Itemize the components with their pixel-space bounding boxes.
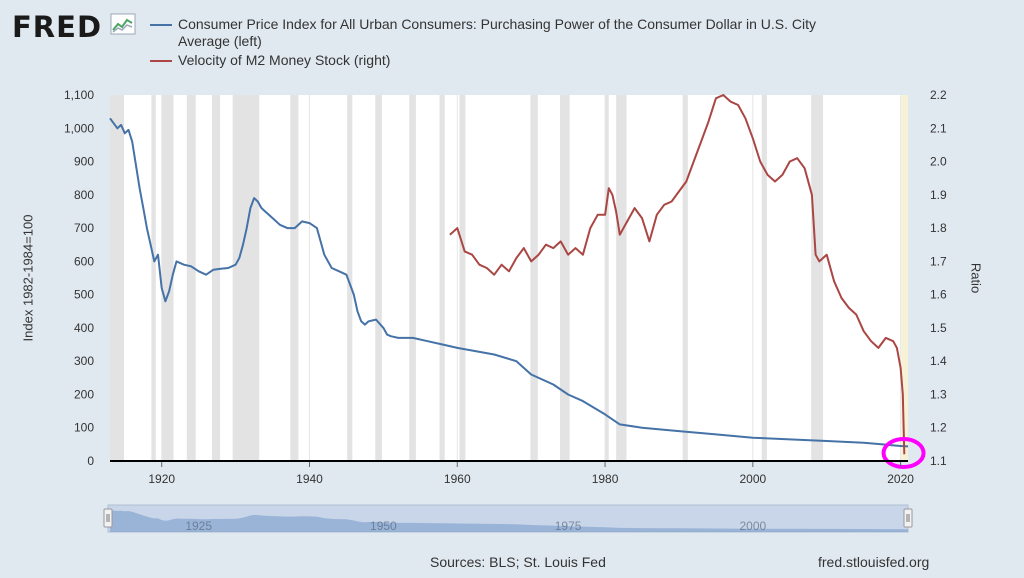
series-lines — [109, 94, 926, 469]
highlight-circle — [881, 437, 926, 469]
axes: 1920 1940 1960 1980 2000 2020 0 100 200 300 400 500… — [64, 88, 947, 486]
site-credit-link[interactable]: fred.stlouisfed.org — [818, 554, 930, 570]
recession-band — [409, 95, 416, 461]
y-tick-label-right: 2.2 — [930, 88, 947, 102]
recession-band — [439, 95, 445, 461]
legend-item-cpi[interactable]: Consumer Price Index for All Urban Consu… — [150, 16, 870, 50]
recession-band — [459, 95, 466, 461]
recession-band — [682, 95, 688, 461]
y-tick-label-right: 2.0 — [930, 155, 947, 169]
recession-bands — [110, 95, 908, 461]
fred-graph-icon — [110, 13, 136, 35]
x-tick-label: 2020 — [887, 472, 914, 486]
y-tick-label-left: 100 — [74, 421, 94, 435]
range-navigator: 1925 1950 1975 2000 — [103, 504, 913, 533]
recession-band — [375, 95, 382, 461]
y-tick-label-left: 200 — [74, 387, 94, 401]
y-tick-label-left: 300 — [74, 354, 94, 368]
grid-lines — [161, 95, 902, 461]
y-tick-label-right: 1.3 — [930, 387, 947, 401]
y-tick-label-left: 1,000 — [64, 121, 94, 135]
y-tick-label-left: 1,100 — [64, 88, 94, 102]
y-tick-label-left: 500 — [74, 288, 94, 302]
navigator-label: 1975 — [555, 519, 582, 533]
sources-note: Sources: BLS; St. Louis Fed — [430, 554, 606, 570]
recession-band — [347, 95, 353, 461]
recession-band — [605, 95, 609, 461]
recession-band — [290, 95, 299, 461]
x-tick-label: 1920 — [148, 472, 175, 486]
y-tick-label-right: 1.2 — [930, 421, 947, 435]
recession-band — [151, 95, 156, 461]
legend-swatch-velocity — [150, 60, 172, 62]
recession-band — [161, 95, 174, 461]
legend-swatch-cpi — [150, 24, 172, 26]
x-tick-label: 1980 — [592, 472, 619, 486]
y-tick-label-right: 1.7 — [930, 254, 947, 268]
recession-band — [530, 95, 538, 461]
recession-band — [811, 95, 824, 461]
y-tick-label-right: 1.1 — [930, 454, 947, 468]
legend-item-velocity[interactable]: Velocity of M2 Money Stock (right) — [150, 52, 870, 69]
y-tick-label-right: 1.5 — [930, 321, 947, 335]
fred-logo[interactable]: FRED — [12, 10, 103, 44]
legend-label-velocity: Velocity of M2 Money Stock (right) — [178, 52, 391, 68]
navigator-handle-right[interactable] — [903, 508, 913, 528]
recession-band — [211, 95, 221, 461]
recession-band — [186, 95, 196, 461]
y-tick-label-left: 900 — [74, 155, 94, 169]
recession-band — [232, 95, 260, 461]
series-line-velocity[interactable] — [449, 94, 906, 455]
y-tick-label-left: 600 — [74, 254, 94, 268]
y-tick-label-right: 1.6 — [930, 288, 947, 302]
recession-band — [559, 95, 570, 461]
legend-label-cpi: Consumer Price Index for All Urban Consu… — [178, 16, 817, 49]
plot-area — [110, 95, 908, 461]
x-tick-label: 2000 — [739, 472, 766, 486]
series-line-cpi[interactable] — [109, 117, 909, 448]
y-tick-label-right: 1.8 — [930, 221, 947, 235]
y-tick-label-left: 800 — [74, 188, 94, 202]
navigator-area — [110, 510, 908, 532]
y-tick-label-right: 1.9 — [930, 188, 947, 202]
x-tick-label: 1960 — [444, 472, 471, 486]
navigator-label: 2000 — [739, 519, 766, 533]
recession-band — [110, 95, 125, 461]
recession-band — [901, 95, 908, 461]
y-tick-label-left: 0 — [87, 454, 94, 468]
x-tick-label: 1940 — [296, 472, 323, 486]
navigator-handle-left[interactable] — [103, 508, 113, 528]
recession-band — [616, 95, 627, 461]
y-tick-label-left: 400 — [74, 321, 94, 335]
navigator-label: 1925 — [185, 519, 212, 533]
y-tick-label-right: 1.4 — [930, 354, 947, 368]
navigator-label: 1950 — [370, 519, 397, 533]
y-tick-label-left: 700 — [74, 221, 94, 235]
legend: Consumer Price Index for All Urban Consu… — [150, 16, 870, 71]
recession-band — [761, 95, 767, 461]
y-tick-label-right: 2.1 — [930, 121, 947, 135]
